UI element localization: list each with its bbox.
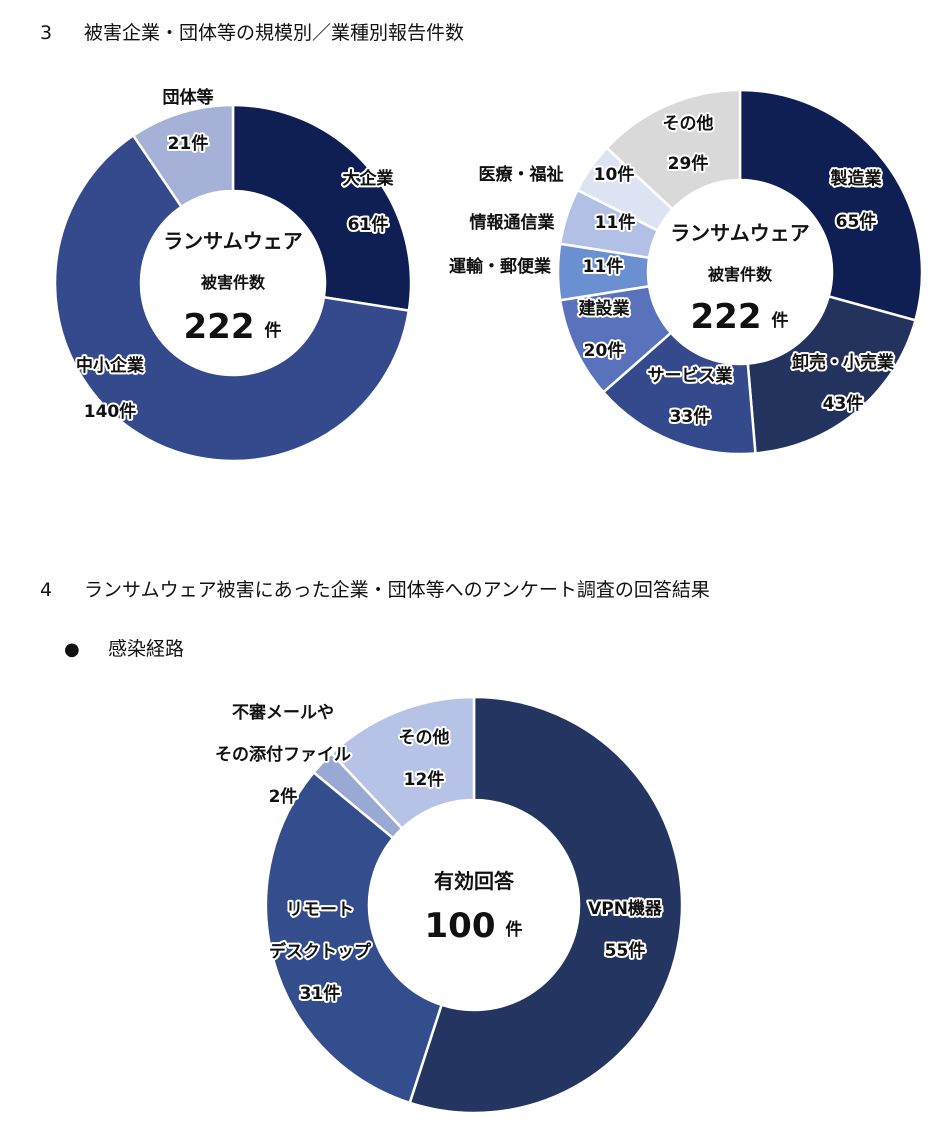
slice-value-label: 11件 [595,212,636,233]
center-title: 有効回答 [434,869,515,893]
slice-label: サービス業 [648,365,733,386]
slice-label: 大企業 [343,168,394,189]
slice-label: 医療・福祉 [479,164,564,185]
donut-hole [369,800,579,1010]
slice-label: デスクトップ [269,941,372,962]
section3-number: 3 [40,22,53,44]
slice-label: 建設業 [579,298,630,319]
slice-value-label: 21件 [168,133,209,154]
center-title: ランサムウェア [163,229,303,253]
donut-hole [141,191,325,375]
section3-title: 被害企業・団体等の規模別／業種別報告件数 [84,22,465,44]
center-total: 100 [425,906,496,946]
center-title: ランサムウェア [670,221,810,245]
infection-route-title: 感染経路 [108,638,185,660]
slice-label: リモート [286,900,354,920]
center-unit: 件 [265,320,282,341]
slice-value-label: 65件 [836,211,877,232]
slice-value-label: 2件 [269,786,298,807]
slice-value-label: 10件 [594,164,635,185]
slice-value-label: 29件 [668,153,709,174]
slice-label: 団体等 [163,87,214,108]
donut-hole [648,180,832,364]
slice-label: 中小企業 [76,355,144,376]
slice-value-label: 12件 [404,769,445,790]
center-unit: 件 [772,310,789,331]
section4-heading: 4 ランサムウェア被害にあった企業・団体等へのアンケート調査の回答結果 [40,575,710,602]
slice-value-label: 31件 [300,983,341,1004]
slice-value-label: 55件 [605,940,646,961]
slice-value-label: 33件 [670,406,711,427]
center-total: 222 [691,297,762,337]
slice-label: その添付ファイル [215,744,351,765]
slice-label: その他 [399,727,450,748]
slice-value-label: 11件 [583,256,624,277]
slice-value-label: 43件 [823,393,864,414]
slice-label: 卸売・小売業 [792,352,894,373]
center-total: 222 [184,307,255,347]
center-subtitle: 被害件数 [708,265,773,284]
section4-number: 4 [40,579,53,601]
slice-label: 情報通信業 [470,212,555,233]
slice-label: 運輸・郵便業 [449,256,551,277]
section3-heading: 3 被害企業・団体等の規模別／業種別報告件数 [40,18,464,45]
slice-value-label: 61件 [348,214,389,235]
infection-route-heading: ● 感染経路 [64,634,184,661]
slice-label: その他 [663,113,714,134]
slice-label: 製造業 [830,168,882,189]
slice-label: 不審メールや [232,702,334,723]
section4-title: ランサムウェア被害にあった企業・団体等へのアンケート調査の回答結果 [84,579,710,601]
bullet-icon: ● [64,639,80,660]
slice-value-label: 140件 [84,401,137,422]
slice-label: VPN機器 [588,898,663,919]
center-unit: 件 [506,919,523,940]
slice-0-0 [231,103,413,313]
center-subtitle: 被害件数 [201,273,266,292]
slice-value-label: 20件 [584,340,625,361]
